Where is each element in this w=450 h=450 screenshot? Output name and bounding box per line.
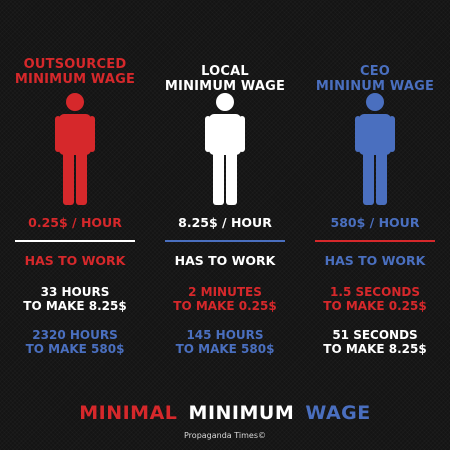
heading-line-2: MINIMUM WAGE [14, 72, 136, 87]
stat-1: 33 HOURS TO MAKE 8.25$ [0, 285, 150, 313]
stat-2-line-1: 145 HOURS [186, 328, 264, 342]
has-to-work-label: HAS TO WORK [174, 253, 276, 268]
column-outsourced: OUTSOURCED MINIMUM WAGE 0.25$ / HOUR HAS… [0, 0, 150, 380]
stat-2: 2320 HOURS TO MAKE 580$ [0, 328, 150, 356]
column-heading: OUTSOURCED MINIMUM WAGE [0, 57, 150, 87]
stat-1-line-1: 33 HOURS [40, 285, 110, 299]
has-to-work-label: HAS TO WORK [324, 253, 426, 268]
hourly-rate: 8.25$ / HOUR [178, 215, 272, 230]
has-to-work-label: HAS TO WORK [24, 253, 126, 268]
stat-2-line-1: 2320 HOURS [32, 328, 118, 342]
hourly-rate: 0.25$ / HOUR [28, 215, 122, 230]
person-icon [55, 93, 95, 205]
footer-title-word-1: MINIMAL [79, 402, 178, 424]
footer-title-word-2: MINIMUM [188, 402, 295, 424]
column-ceo: CEO MININUM WAGE 580$ / HOUR HAS TO WORK… [300, 0, 450, 380]
stat-2: 145 HOURS TO MAKE 580$ [150, 328, 300, 356]
stat-2-line-1: 51 SECONDS [332, 328, 418, 342]
stat-1-line-2: TO MAKE 8.25$ [23, 299, 127, 313]
column-heading: CEO MININUM WAGE [300, 64, 450, 94]
stat-2: 51 SECONDS TO MAKE 8.25$ [300, 328, 450, 356]
stat-1: 1.5 SECONDS TO MAKE 0.25$ [300, 285, 450, 313]
divider-line [15, 240, 135, 242]
heading-line-1: OUTSOURCED [23, 57, 127, 72]
stat-1-line-2: TO MAKE 0.25$ [323, 299, 427, 313]
heading-line-1: LOCAL [201, 64, 249, 79]
column-local: LOCAL MINIMUM WAGE 8.25$ / HOUR HAS TO W… [150, 0, 300, 380]
footer-title-word-3: WAGE [305, 402, 371, 424]
stat-1-line-1: 1.5 SECONDS [330, 285, 420, 299]
column-heading: LOCAL MINIMUM WAGE [150, 64, 300, 94]
heading-line-1: CEO [359, 64, 391, 79]
person-icon [355, 93, 395, 205]
footer-credit: Propaganda Times© [184, 431, 266, 440]
heading-line-2: MININUM WAGE [315, 79, 435, 94]
divider-line [165, 240, 285, 242]
stat-2-line-2: TO MAKE 580$ [25, 342, 125, 356]
stat-2-line-2: TO MAKE 8.25$ [323, 342, 427, 356]
heading-line-2: MINIMUM WAGE [164, 79, 286, 94]
stat-1: 2 MINUTES TO MAKE 0.25$ [150, 285, 300, 313]
footer-title: MINIMAL MINIMUM WAGE [0, 402, 450, 424]
stat-1-line-2: TO MAKE 0.25$ [173, 299, 277, 313]
stat-2-line-2: TO MAKE 580$ [175, 342, 275, 356]
hourly-rate: 580$ / HOUR [330, 215, 420, 230]
person-icon [205, 93, 245, 205]
stat-1-line-1: 2 MINUTES [188, 285, 262, 299]
divider-line [315, 240, 435, 242]
